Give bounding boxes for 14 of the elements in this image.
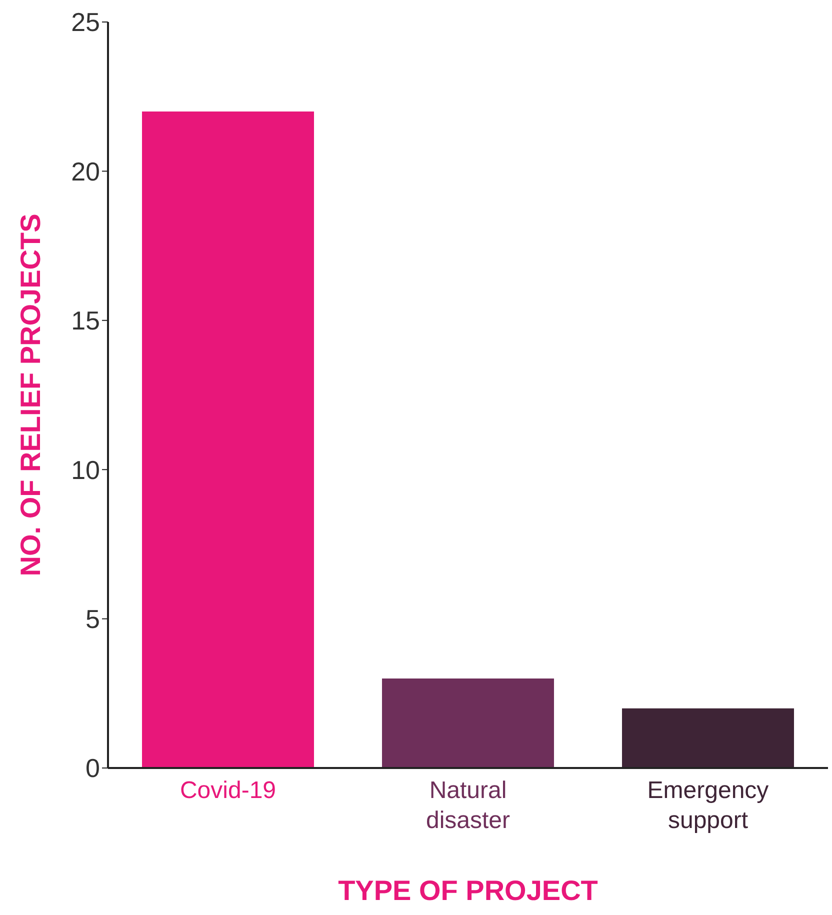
x-tick-label: Covid-19 [180, 777, 276, 804]
bar [382, 678, 554, 768]
x-tick-label: Emergency support [647, 777, 769, 834]
y-tick-label: 20 [71, 156, 100, 186]
y-axis-title: NO. OF RELIEF PROJECTS [14, 214, 46, 576]
y-tick-label: 5 [86, 604, 100, 634]
x-axis-title: TYPE OF PROJECT [338, 875, 598, 906]
y-tick-label: 15 [71, 306, 100, 336]
x-tick-label: Natural disaster [426, 777, 510, 834]
bar [142, 112, 314, 768]
y-tick-label: 0 [86, 753, 100, 784]
y-tick-label: 25 [71, 7, 100, 38]
y-tick-label: 10 [71, 454, 100, 485]
bar [622, 708, 794, 768]
